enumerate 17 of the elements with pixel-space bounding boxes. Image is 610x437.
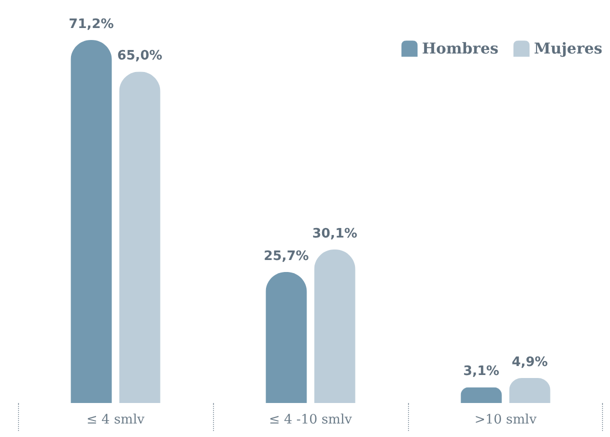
bar: [70, 40, 112, 403]
x-tick-label: ≤ 4 smlv: [86, 412, 146, 428]
legend-label: Hombres: [422, 40, 498, 58]
bar: [314, 250, 356, 403]
data-label: 4,9%: [512, 355, 548, 370]
x-tick-label: >10 smlv: [474, 412, 538, 428]
legend-label: Mujeres: [534, 40, 602, 58]
data-label: 71,2%: [68, 17, 114, 32]
bar: [509, 378, 550, 403]
data-label: 3,1%: [463, 364, 500, 380]
data-label: 30,1%: [312, 226, 358, 242]
data-label: 25,7%: [264, 248, 309, 264]
bar: [119, 72, 160, 403]
data-label: 65,0%: [117, 48, 162, 64]
bar: [266, 272, 307, 403]
bar: [460, 387, 502, 403]
x-tick-label: ≤ 4 -10 smlv: [269, 412, 353, 428]
